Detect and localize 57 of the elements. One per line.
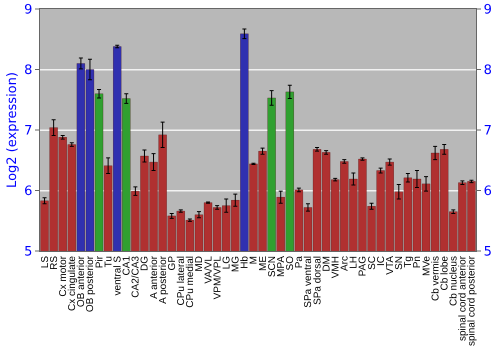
x-tick-label: Pir xyxy=(94,255,106,268)
x-tick-label: Tg xyxy=(403,256,414,268)
y2-tick-label: 8 xyxy=(484,63,492,78)
x-tick-label: spinal cord anterior xyxy=(458,255,469,342)
x-tick-label: CPu medial xyxy=(185,256,196,308)
x-tick-label: SC xyxy=(366,256,378,270)
y2-tick-label: 5 xyxy=(484,244,492,260)
x-tick-label: VTA xyxy=(384,256,396,275)
x-tick-label: Cb lobe xyxy=(439,256,450,290)
x-tick-label: A posterior xyxy=(158,255,169,304)
x-tick-label: PAG xyxy=(358,256,369,276)
x-tick-label: LS xyxy=(40,256,51,268)
x-tick-label: IC xyxy=(376,256,387,266)
y-tick-label: 7 xyxy=(24,124,32,139)
x-tick-label: MPA xyxy=(276,256,287,277)
x-tick-label: VA/VL xyxy=(203,256,214,284)
x-tick-label: CA1 xyxy=(122,256,133,276)
x-tick-label: spinal cord posterior xyxy=(466,255,478,346)
x-tick-label: LG xyxy=(221,256,232,270)
x-tick-label: SCN xyxy=(266,256,278,278)
x-tick-label: MD xyxy=(194,256,206,272)
y-tick-label: 5 xyxy=(24,244,32,260)
x-tick-label: SPa dorsal xyxy=(312,256,324,305)
x-tick-label: CA2/CA3 xyxy=(130,256,142,298)
x-tick-label: DG xyxy=(140,256,151,271)
x-tick-label: Cb nucleus xyxy=(448,256,460,306)
y2-tick-label: 6 xyxy=(484,184,492,200)
x-tick-label: Tu xyxy=(103,256,114,268)
x-tick-label: A anterior xyxy=(148,255,160,299)
x-tick-label: Cx motor xyxy=(58,255,69,297)
y-tick-label: 6 xyxy=(24,184,32,200)
x-tick-label: GP xyxy=(166,256,178,270)
x-tick-label: SPa ventral xyxy=(303,256,314,308)
x-tick-label: VPM/VPL xyxy=(212,256,224,300)
x-tick-label: Hb xyxy=(240,256,251,269)
x-tick-label: MVe xyxy=(421,256,432,276)
x-tick-label: SN xyxy=(394,256,406,270)
y2-tick-label: 7 xyxy=(484,124,492,139)
y2-tick-label: 9 xyxy=(484,2,492,18)
x-tick-label: OB anterior xyxy=(76,255,88,308)
x-tick-label: RS xyxy=(48,256,60,270)
x-tick-label: M xyxy=(248,256,260,264)
x-tick-label: ventral S xyxy=(112,256,124,296)
x-tick-label: Pn xyxy=(412,256,424,268)
x-tick-label: SO xyxy=(285,256,296,270)
x-tick-label: Cx cingulate xyxy=(67,256,78,312)
x-tick-label: DM xyxy=(321,256,332,272)
x-tick-label: ME xyxy=(258,256,269,271)
y-tick-label: 8 xyxy=(24,63,32,78)
y-tick-label: 9 xyxy=(24,2,32,18)
x-tick-label: Pa xyxy=(294,256,306,268)
x-tick-label: OB posterior xyxy=(85,255,96,312)
x-tick-label: Cb vermis xyxy=(430,256,442,302)
x-tick-label: LH xyxy=(348,256,360,269)
x-tick-label: VMH xyxy=(330,256,342,278)
y-axis-title: Log2 (expression) xyxy=(5,72,20,188)
x-tick-label: Arc xyxy=(340,256,351,271)
